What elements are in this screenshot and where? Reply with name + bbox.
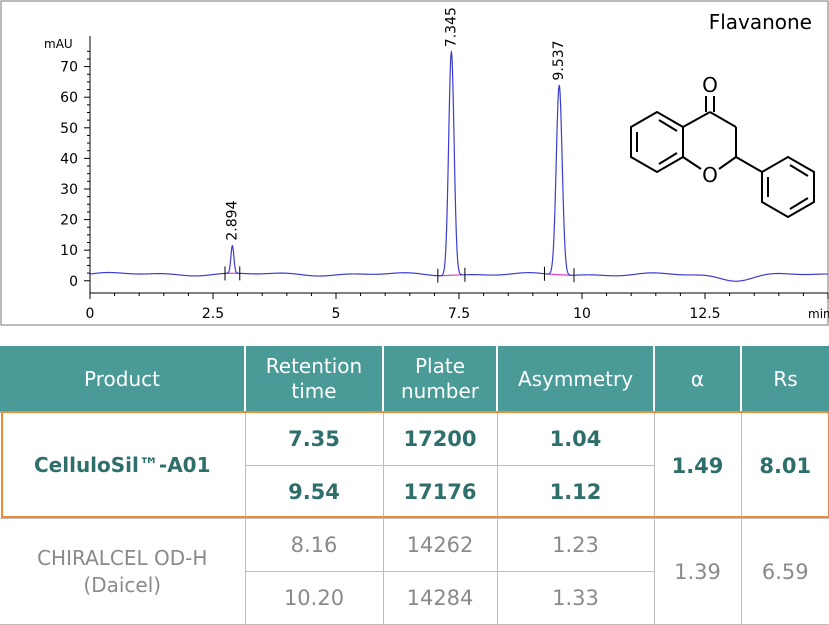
header-rs: Rs [740, 346, 829, 413]
header-asymmetry: Asymmetry [496, 346, 654, 413]
y-tick-label: 60 [60, 90, 78, 106]
peak-label: 2.894 [224, 200, 240, 240]
rs-cell: 6.59 [740, 518, 829, 625]
table-row: CHIRALCEL OD-H (Daicel) 8.16 14262 1.23 … [0, 518, 829, 625]
table-row: 9.54 17176 1.12 [0, 465, 829, 519]
alpha-cell: 1.49 [653, 412, 742, 519]
header-plate-number: Plate number [382, 346, 497, 413]
oxygen-atom-label: O [702, 163, 718, 187]
plate-number-cell: 17200 [382, 412, 498, 466]
retention-time-cell: 7.35 [244, 412, 384, 466]
alpha-cell: 1.39 [653, 518, 742, 625]
y-tick-label: 30 [60, 182, 78, 198]
y-tick-label: 10 [60, 243, 78, 259]
chart-title: Flavanone [709, 10, 812, 34]
header-row: Product Retention time Plate number Asym… [0, 346, 829, 413]
product-name: CelluloSil™-A01 [0, 412, 246, 519]
x-axis-label: min [808, 307, 829, 321]
header-product: Product [0, 346, 245, 413]
plate-number-cell: 17176 [382, 465, 498, 519]
table-row: CelluloSil™-A01 7.35 17200 1.04 1.49 8.0… [0, 412, 829, 519]
flavanone-structure: O O [630, 73, 815, 219]
results-table: Product Retention time Plate number Asym… [0, 346, 829, 625]
peak-label: 7.345 [443, 7, 459, 47]
asymmetry-cell: 1.23 [496, 518, 655, 572]
chromatogram-panel: 0 10 20 30 40 50 60 70 0 2.5 5 7.5 10 12.5 2.894 7.34… [0, 0, 829, 326]
x-tick-label: 0 [86, 306, 95, 322]
peak-label: 9.537 [551, 40, 567, 80]
y-tick-label: 70 [60, 60, 78, 76]
rs-cell: 8.01 [740, 412, 829, 519]
x-tick-label: 7.5 [448, 306, 470, 322]
y-tick-label: 20 [60, 213, 78, 229]
oxygen-atom-label: O [702, 73, 718, 97]
retention-time-cell: 9.54 [245, 465, 384, 519]
asymmetry-cell: 1.04 [496, 412, 655, 466]
chromatogram-chart: 0 10 20 30 40 50 60 70 0 2.5 5 7.5 10 12.5 2.894 7.34… [0, 0, 829, 326]
chromatogram-trace [89, 49, 828, 282]
asymmetry-cell: 1.12 [496, 465, 654, 519]
header-alpha: α [653, 346, 741, 413]
retention-time-cell: 8.16 [244, 518, 384, 572]
header-retention-time: Retention time [244, 346, 383, 413]
retention-time-cell: 10.20 [245, 571, 384, 625]
product-name: CHIRALCEL OD-H (Daicel) [0, 518, 246, 625]
table-row: 10.20 14284 1.33 [0, 571, 829, 625]
x-tick-label: 12.5 [689, 306, 720, 322]
y-tick-label: 50 [60, 121, 78, 137]
y-tick-label: 0 [69, 274, 78, 290]
x-tick-label: 2.5 [202, 306, 224, 322]
y-axis-label: mAU [44, 37, 73, 51]
x-tick-label: 10 [573, 306, 591, 322]
plate-number-cell: 14262 [382, 518, 498, 572]
asymmetry-cell: 1.33 [496, 571, 654, 625]
plate-number-cell: 14284 [382, 571, 498, 625]
y-tick-label: 40 [60, 151, 78, 167]
x-tick-label: 5 [332, 306, 341, 322]
